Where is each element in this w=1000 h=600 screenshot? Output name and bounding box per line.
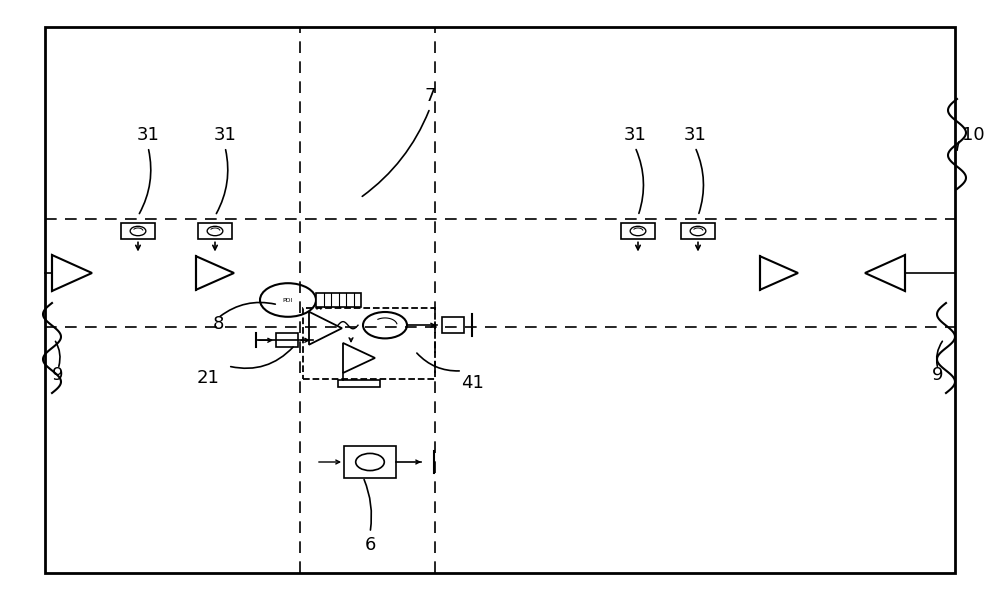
Bar xyxy=(344,446,396,478)
Text: 41: 41 xyxy=(461,374,483,392)
Text: 7: 7 xyxy=(424,87,436,105)
Text: PDI: PDI xyxy=(283,298,293,302)
Bar xyxy=(303,308,435,379)
Text: 8: 8 xyxy=(212,315,224,333)
Bar xyxy=(198,223,232,239)
Bar xyxy=(681,223,715,239)
Bar xyxy=(316,293,361,307)
Text: 31: 31 xyxy=(684,126,706,144)
Bar xyxy=(121,223,155,239)
Text: 6: 6 xyxy=(364,536,376,554)
Bar xyxy=(276,333,298,347)
Text: 9: 9 xyxy=(932,366,944,384)
Bar xyxy=(442,317,464,333)
Text: 31: 31 xyxy=(214,126,236,144)
Bar xyxy=(338,380,380,387)
Text: 9: 9 xyxy=(52,366,64,384)
Text: 31: 31 xyxy=(137,126,159,144)
Bar xyxy=(621,223,655,239)
Text: 21: 21 xyxy=(197,369,219,387)
Text: 10: 10 xyxy=(962,126,985,144)
Text: 31: 31 xyxy=(624,126,646,144)
